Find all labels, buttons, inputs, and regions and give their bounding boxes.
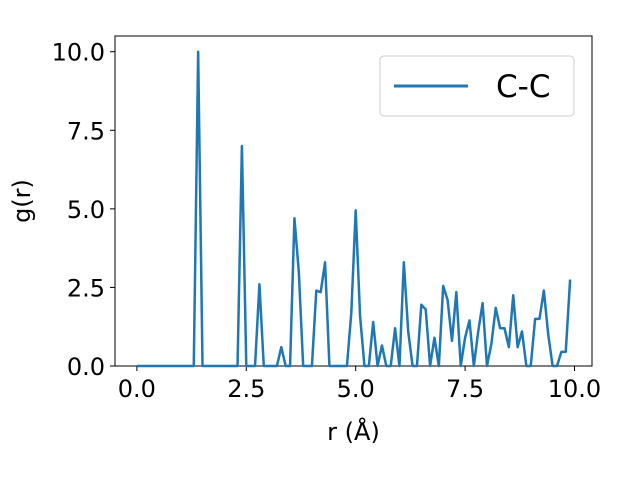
legend: C-C bbox=[379, 55, 575, 117]
legend-label-c-c: C-C bbox=[496, 69, 550, 105]
series-line-c-c bbox=[136, 50, 572, 368]
plot-frame bbox=[114, 35, 593, 367]
x-tick-label: 0.0 bbox=[118, 375, 156, 403]
x-tick-label: 10.0 bbox=[548, 375, 601, 403]
y-tick-label: 7.5 bbox=[67, 117, 105, 145]
y-tick-label: 2.5 bbox=[67, 274, 105, 302]
x-tick-label: 2.5 bbox=[227, 375, 265, 403]
y-tick-label: 5.0 bbox=[67, 196, 105, 224]
y-tick-label: 10.0 bbox=[52, 39, 105, 67]
legend-box bbox=[379, 55, 575, 117]
x-axis-label: r (Å) bbox=[327, 417, 380, 446]
series-layer bbox=[136, 50, 572, 368]
x-tick-label: 5.0 bbox=[337, 375, 375, 403]
x-tick-label: 7.5 bbox=[446, 375, 484, 403]
y-axis: 0.0 2.5 5.0 7.5 10.0 bbox=[52, 39, 115, 381]
plot-area bbox=[114, 35, 593, 367]
y-tick-label: 0.0 bbox=[67, 353, 105, 381]
x-axis: 0.0 2.5 5.0 7.5 10.0 bbox=[118, 366, 601, 403]
y-axis-label: g(r) bbox=[8, 179, 36, 223]
